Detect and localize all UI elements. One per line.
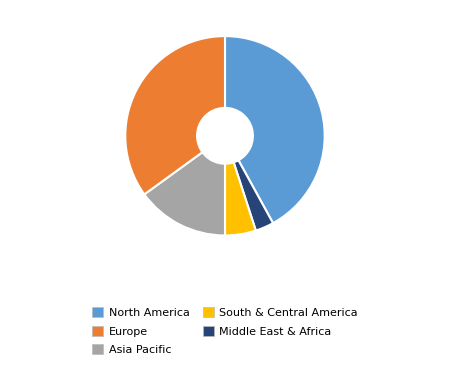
Wedge shape xyxy=(225,162,256,235)
Wedge shape xyxy=(225,36,325,223)
Wedge shape xyxy=(144,152,225,235)
Legend: North America, Europe, Asia Pacific, South & Central America, Middle East & Afri: North America, Europe, Asia Pacific, Sou… xyxy=(87,303,363,359)
Wedge shape xyxy=(125,36,225,195)
Wedge shape xyxy=(234,160,273,231)
